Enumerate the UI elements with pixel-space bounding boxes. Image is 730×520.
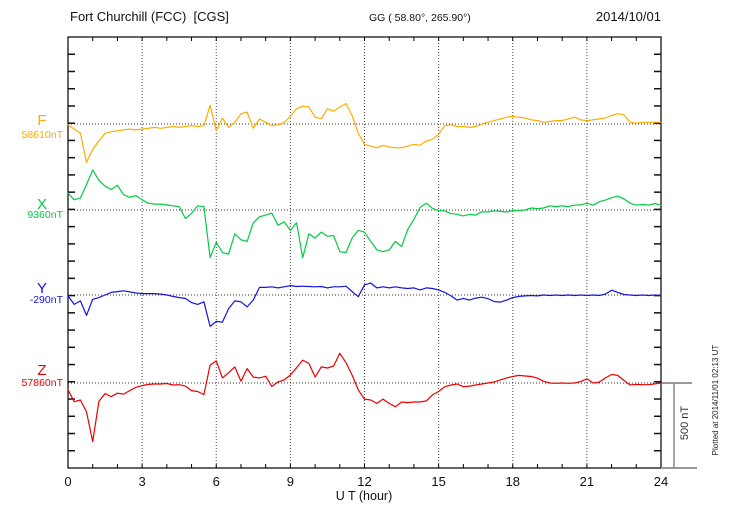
trace-x: [67, 169, 662, 259]
x-tick-label: 24: [654, 474, 668, 489]
x-tick-label: 21: [580, 474, 594, 489]
trace-label-f: F: [37, 112, 47, 129]
x-tick-label: 3: [139, 474, 146, 489]
station-title: Fort Churchill (FCC) [CGS]: [70, 9, 229, 24]
x-tick-label: 9: [287, 474, 294, 489]
x-tick-label: 18: [506, 474, 520, 489]
x-axis-title: U T (hour): [335, 489, 393, 503]
trace-f: [67, 102, 662, 163]
plotted-at-note: Plotted at 2014/11/01 02:13 UT: [711, 344, 720, 456]
trace-baseline-x: 9360nT: [27, 209, 63, 221]
trace-label-y: Y: [36, 280, 47, 297]
scale-bar-label: 500 nT: [679, 405, 691, 441]
x-tick-label: 0: [64, 474, 71, 489]
x-tick-label: 15: [431, 474, 445, 489]
station-coordinates: GG ( 58.80°, 265.90°): [369, 12, 471, 24]
trace-baseline-z: 57860nT: [21, 377, 63, 389]
trace-y: [67, 282, 662, 327]
trace-label-x: X: [36, 196, 47, 213]
trace-baseline-f: 58610nT: [21, 129, 63, 141]
trace-z: [67, 352, 662, 443]
x-tick-label: 6: [213, 474, 220, 489]
x-tick-label: 12: [357, 474, 371, 489]
trace-baseline-y: -290nT: [29, 294, 63, 306]
plot-date: 2014/10/01: [595, 9, 661, 24]
trace-label-z: Z: [37, 362, 47, 379]
